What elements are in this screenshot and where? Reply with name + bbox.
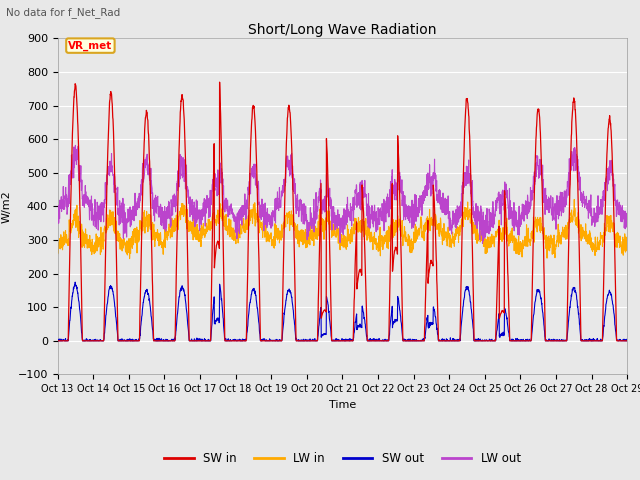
Title: Short/Long Wave Radiation: Short/Long Wave Radiation xyxy=(248,23,436,37)
Text: VR_met: VR_met xyxy=(68,40,113,51)
Y-axis label: W/m2: W/m2 xyxy=(2,190,12,223)
Text: No data for f_Net_Rad: No data for f_Net_Rad xyxy=(6,7,121,18)
Legend: SW in, LW in, SW out, LW out: SW in, LW in, SW out, LW out xyxy=(159,447,525,470)
X-axis label: Time: Time xyxy=(329,400,356,409)
